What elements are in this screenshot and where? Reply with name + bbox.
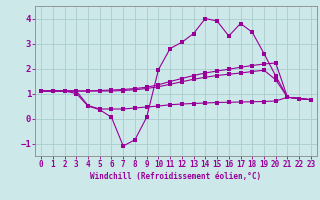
X-axis label: Windchill (Refroidissement éolien,°C): Windchill (Refroidissement éolien,°C) [91,172,261,181]
